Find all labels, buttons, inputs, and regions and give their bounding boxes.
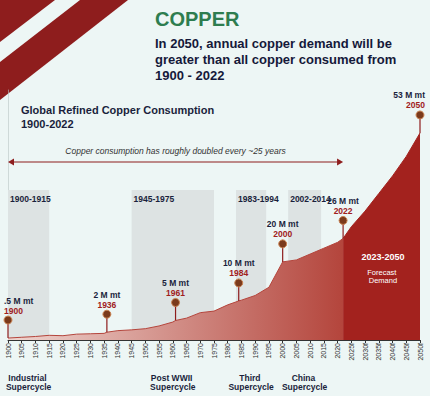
svg-text:1990: 1990 [252,343,259,359]
svg-text:1983-1994: 1983-1994 [238,194,279,204]
svg-text:2045f: 2045f [403,343,410,361]
svg-text:1900: 1900 [4,306,23,316]
svg-text:In 2050, annual copper demand: In 2050, annual copper demand will be [155,36,396,51]
svg-text:Forecast: Forecast [367,267,399,277]
svg-text:10 M mt: 10 M mt [223,258,255,268]
svg-text:1900: 1900 [5,343,12,359]
svg-text:1970: 1970 [197,343,204,359]
svg-text:1910: 1910 [32,343,39,359]
svg-text:1915: 1915 [46,343,53,359]
svg-text:COPPER: COPPER [155,8,240,30]
svg-text:Post WWII: Post WWII [150,372,195,383]
svg-text:1925: 1925 [73,343,80,359]
svg-text:1995: 1995 [265,343,272,359]
svg-text:Supercycle: Supercycle [6,382,52,392]
svg-text:1980: 1980 [224,343,231,359]
svg-text:2015: 2015 [320,343,327,359]
svg-text:1975: 1975 [211,343,218,359]
svg-text:1984: 1984 [229,268,248,278]
svg-text:1900-2022: 1900-2022 [21,118,74,130]
svg-text:2020: 2020 [334,343,341,359]
svg-text:2030f: 2030f [362,343,369,361]
svg-text:Industrial: Industrial [8,372,49,383]
svg-text:2050: 2050 [406,100,425,110]
svg-text:1900-1915: 1900-1915 [10,194,51,204]
svg-text:Third: Third [239,372,263,383]
svg-text:1940: 1940 [114,343,121,359]
svg-text:1936: 1936 [97,300,116,310]
svg-text:1935: 1935 [101,343,108,359]
svg-text:2050f: 2050f [417,343,424,361]
svg-text:1945-1975: 1945-1975 [134,194,175,204]
svg-text:1965: 1965 [183,343,190,359]
svg-text:26 M mt: 26 M mt [327,196,359,206]
svg-text:Copper consumption has roughly: Copper consumption has roughly doubled e… [65,146,286,156]
svg-text:20 M mt: 20 M mt [267,219,299,229]
svg-text:1961: 1961 [166,288,185,298]
svg-text:1905: 1905 [18,343,25,359]
svg-text:1955: 1955 [156,343,163,359]
svg-text:2040f: 2040f [389,343,396,361]
svg-text:2025f: 2025f [348,343,355,361]
svg-text:1945: 1945 [128,343,135,359]
svg-text:5 M mt: 5 M mt [162,278,189,288]
svg-text:1950: 1950 [142,343,149,359]
svg-text:2 M mt: 2 M mt [93,290,120,300]
svg-text:greater than all copper consum: greater than all copper consumed from [155,52,400,67]
svg-text:2022: 2022 [334,206,353,216]
svg-text:53 M mt: 53 M mt [393,90,425,100]
svg-text:2005: 2005 [293,343,300,359]
svg-text:Global Refined Copper Consumpt: Global Refined Copper Consumption [21,104,217,116]
svg-text:1960: 1960 [169,343,176,359]
svg-text:China: China [291,372,318,383]
svg-text:2000: 2000 [273,229,292,239]
svg-text:Supercycle: Supercycle [150,382,196,392]
svg-text:2035f: 2035f [375,343,382,361]
svg-text:.5 M mt: .5 M mt [4,296,33,306]
svg-text:2010: 2010 [307,343,314,359]
svg-text:2000: 2000 [279,343,286,359]
svg-text:1930: 1930 [87,343,94,359]
svg-text:2002-2014: 2002-2014 [290,194,331,204]
svg-text:Demand: Demand [369,276,397,285]
svg-text:1985: 1985 [238,343,245,359]
svg-text:Supercycle: Supercycle [228,382,274,392]
svg-text:2023-2050: 2023-2050 [361,252,404,262]
svg-text:1920: 1920 [59,343,66,359]
svg-text:Supercycle: Supercycle [282,382,328,392]
svg-text:1900 - 2022: 1900 - 2022 [155,68,224,83]
